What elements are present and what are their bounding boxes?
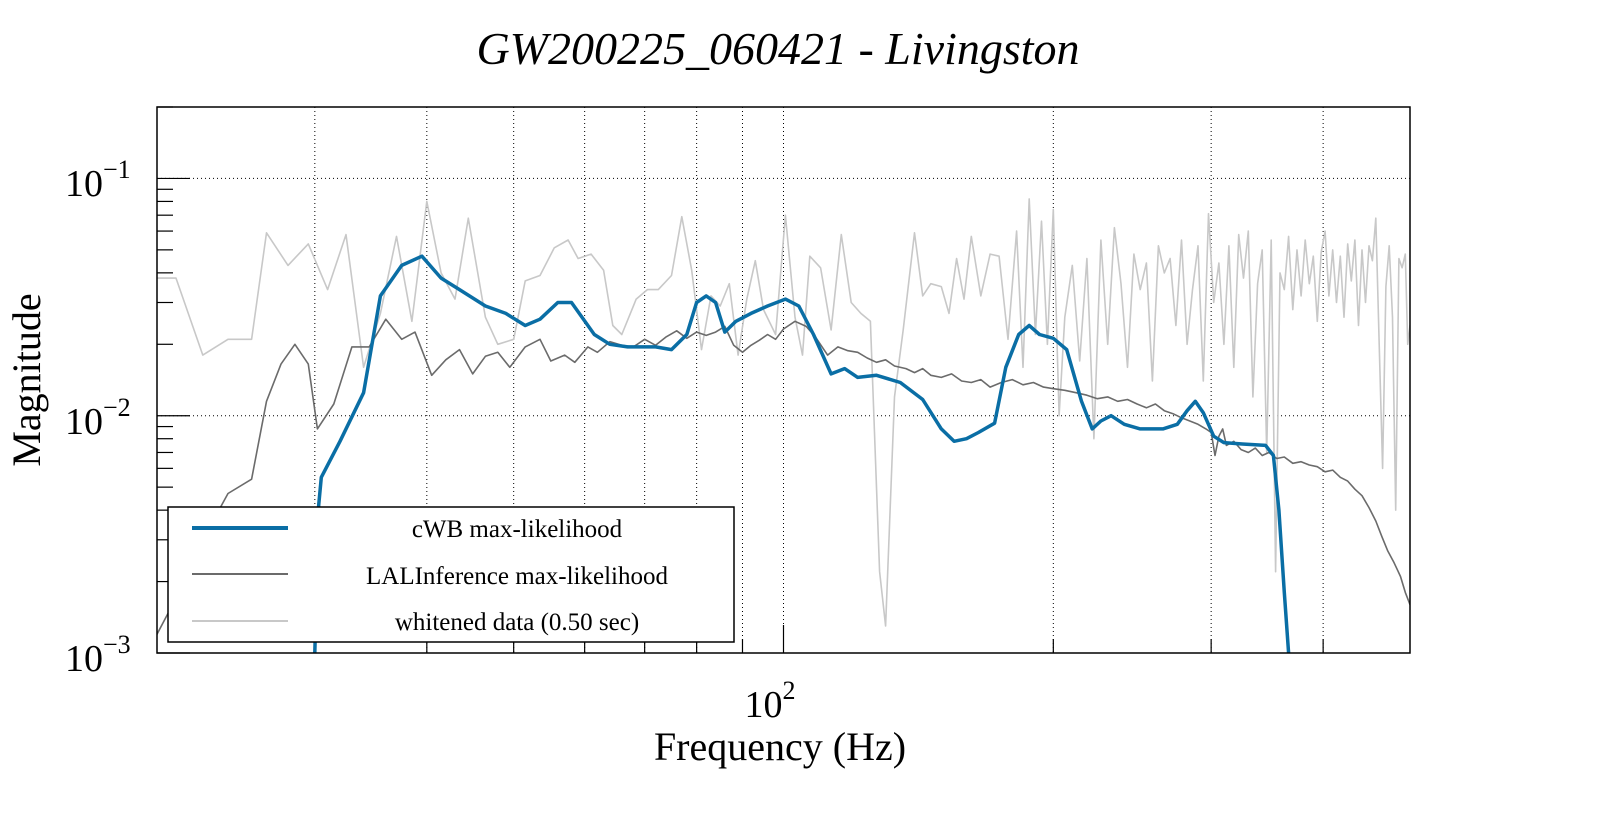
- legend-label-lalinference: LALInference max-likelihood: [366, 563, 668, 590]
- y-axis-label: Magnitude: [4, 293, 49, 466]
- series-line-whitened-data-0-50-sec: [157, 198, 1410, 627]
- legend-label-whitened: whitened data (0.50 sec): [395, 609, 639, 636]
- series-layer: [157, 198, 1410, 653]
- y-tick-label: 10−1: [65, 155, 131, 205]
- chart-title: GW200225_060421 - Livingston: [476, 23, 1079, 74]
- legend: cWB max-likelihood LALInference max-like…: [167, 506, 735, 643]
- grid: [157, 107, 1410, 653]
- x-axis-label: Frequency (Hz): [654, 724, 906, 769]
- y-tick-label: 10−2: [65, 393, 131, 443]
- series-line-lalinference-max-likelihood: [157, 318, 1410, 635]
- y-tick-label: 10−3: [65, 630, 131, 680]
- plot-frame: [156, 106, 1411, 654]
- x-tick-label: 102: [745, 676, 796, 726]
- series-line-cwb-max-likelihood: [313, 254, 1291, 653]
- y-tick-labels: 10−1 10−2 10−3: [65, 155, 131, 680]
- legend-label-cwb: cWB max-likelihood: [412, 516, 623, 543]
